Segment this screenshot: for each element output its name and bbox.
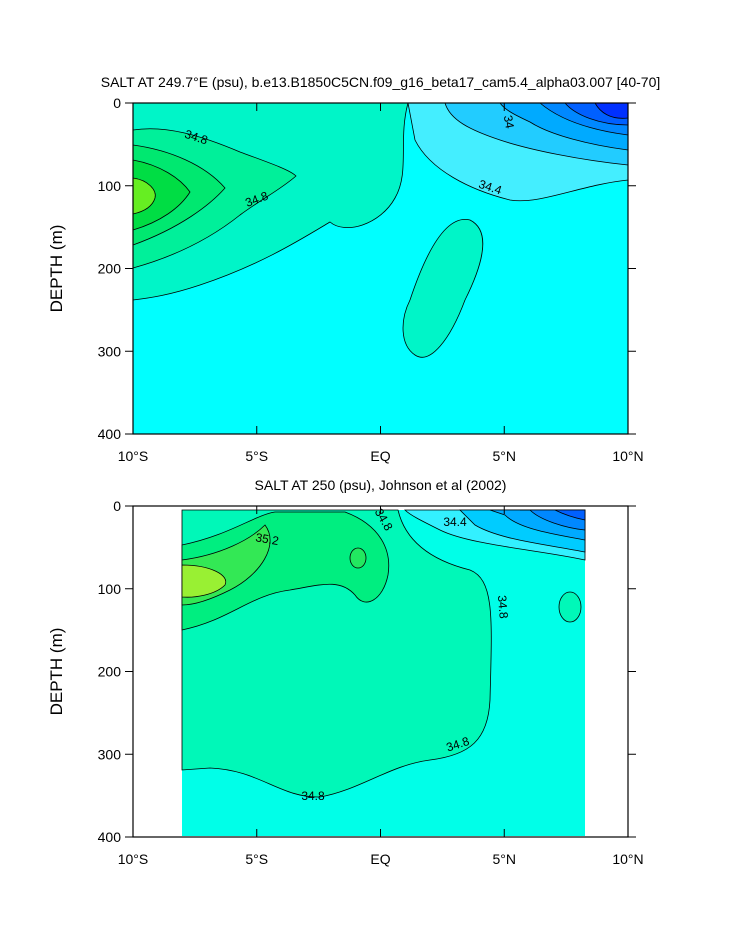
x-tick-label: 10°N — [612, 851, 643, 867]
x-tick-label: EQ — [370, 448, 390, 464]
x-tick-label: 10°S — [118, 851, 149, 867]
y-tick-label: 400 — [98, 829, 122, 845]
contour-label: 34.4 — [443, 515, 467, 529]
chart-title: SALT AT 249.7°E (psu), b.e13.B1850C5CN.f… — [101, 74, 661, 90]
contour-label: 34.8 — [183, 127, 210, 148]
y-axis-label: DEPTH (m) — [47, 628, 66, 716]
y-tick-label: 300 — [98, 343, 122, 359]
contour-fill-bottom — [181, 509, 586, 836]
x-tick-label: 10°N — [612, 448, 643, 464]
x-tick-label: 5°S — [245, 851, 268, 867]
x-tick-label: EQ — [370, 851, 390, 867]
y-tick-label: 100 — [98, 581, 122, 597]
contour-label: 34.8 — [444, 734, 471, 755]
contour-label: 34.8 — [495, 595, 511, 620]
contour-fill-top — [132, 102, 629, 434]
y-tick-label: 200 — [98, 261, 122, 277]
x-tick-label: 5°N — [493, 851, 517, 867]
contour-label: 34 — [501, 114, 517, 130]
x-tick-label: 10°S — [118, 448, 149, 464]
contour-label: 35.2 — [254, 530, 280, 548]
y-axis-label: DEPTH (m) — [47, 225, 66, 313]
y-tick-label: 0 — [113, 498, 121, 514]
contour-label: 34.4 — [477, 177, 504, 198]
contour-label: 34.8 — [301, 789, 325, 803]
y-tick-label: 300 — [98, 746, 122, 762]
x-tick-label: 5°S — [245, 448, 268, 464]
x-tick-label: 5°N — [493, 448, 517, 464]
y-tick-label: 100 — [98, 178, 122, 194]
y-tick-label: 200 — [98, 664, 122, 680]
chart-title: SALT AT 250 (psu), Johnson et al (2002) — [255, 477, 507, 493]
y-tick-label: 400 — [98, 426, 122, 442]
y-tick-label: 0 — [113, 95, 121, 111]
